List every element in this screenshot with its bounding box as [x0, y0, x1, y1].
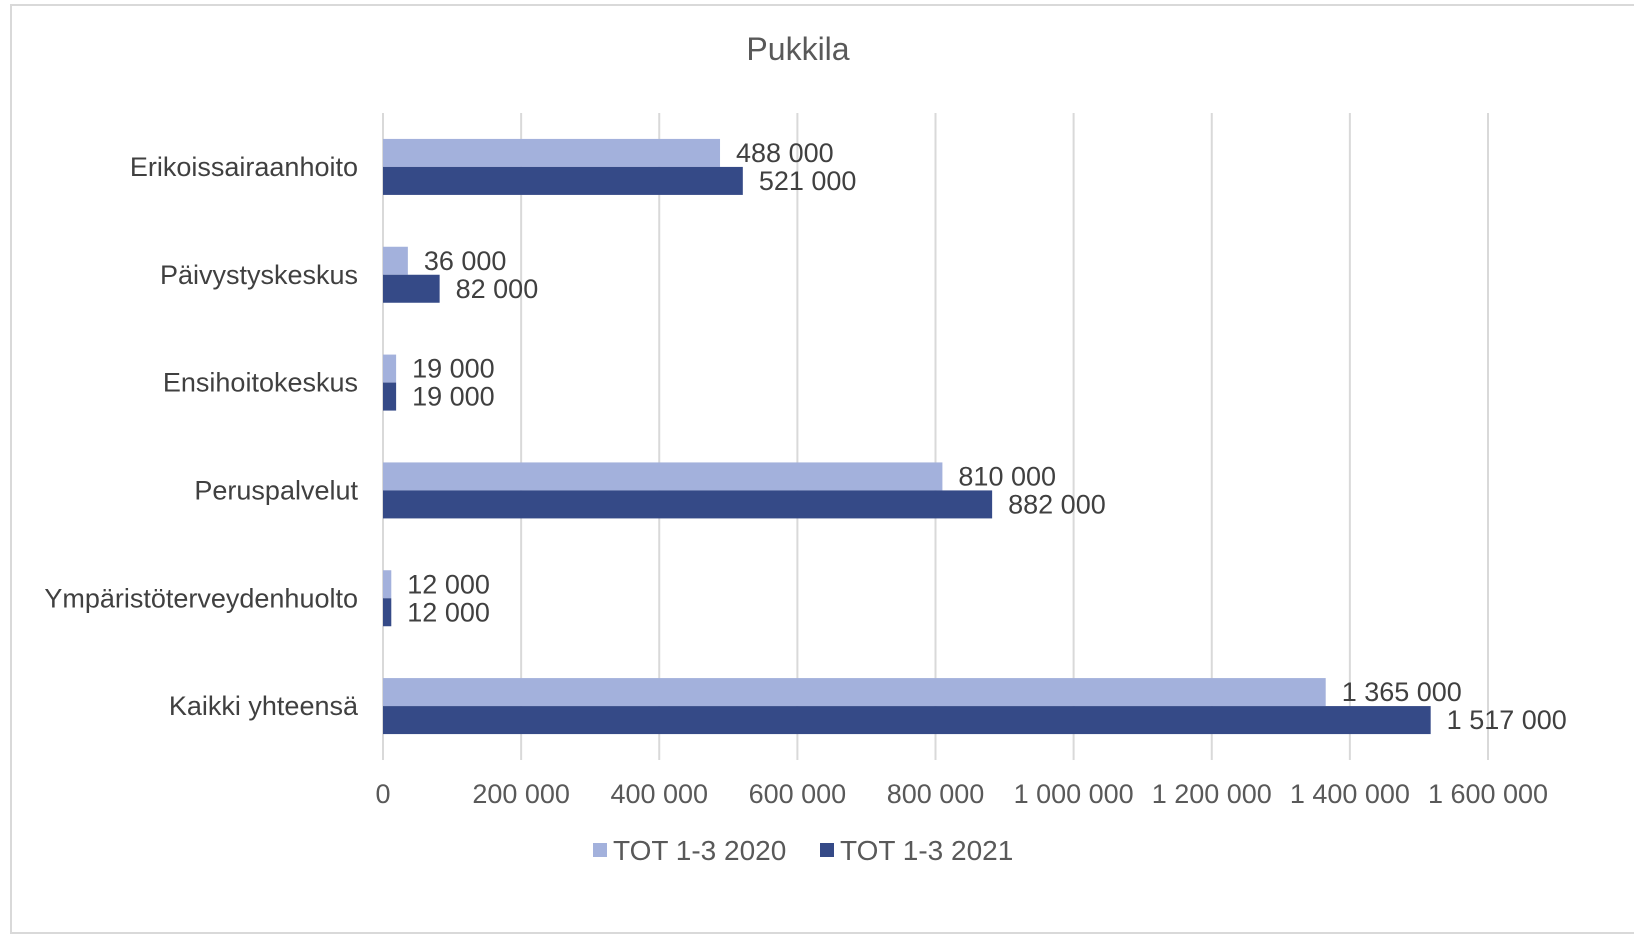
x-tick-label: 1 600 000	[1428, 779, 1548, 809]
bar	[383, 166, 743, 195]
category-labels: Erikoissairaanhoito Päivystyskeskus Ensiho…	[44, 152, 359, 721]
bar	[383, 138, 721, 167]
bar	[383, 678, 1326, 707]
legend-swatch	[820, 843, 834, 857]
chart-title: Pukkila	[746, 31, 849, 67]
x-tick-label: 1 400 000	[1290, 779, 1410, 809]
x-tick-label: 600 000	[749, 779, 847, 809]
category-label: Peruspalvelut	[194, 475, 358, 505]
data-label: 12 000	[407, 597, 490, 627]
data-label: 19 000	[412, 382, 495, 412]
category-label: Päivystyskeskus	[160, 260, 358, 290]
data-label: 882 000	[1008, 489, 1106, 519]
legend-swatch	[593, 843, 607, 857]
data-label: 1 517 000	[1447, 705, 1567, 735]
bar	[383, 462, 943, 491]
bar	[383, 382, 397, 411]
category-label: Ympäristöterveydenhuolto	[44, 583, 358, 613]
x-tick-label: 1 000 000	[1014, 779, 1134, 809]
data-label: 19 000	[412, 354, 495, 384]
data-label: 82 000	[456, 274, 539, 304]
x-tick-label: 400 000	[610, 779, 708, 809]
data-label: 488 000	[736, 138, 834, 168]
bar	[383, 598, 392, 627]
bar	[383, 246, 408, 275]
bar	[383, 354, 397, 383]
bar	[383, 274, 440, 303]
data-label: 36 000	[424, 246, 507, 276]
gridlines	[382, 113, 1489, 760]
data-label: 521 000	[759, 166, 857, 196]
category-label: Kaikki yhteensä	[169, 691, 359, 721]
bar	[383, 570, 392, 599]
data-label: 12 000	[407, 569, 490, 599]
bar	[383, 490, 993, 519]
category-label: Ensihoitokeskus	[163, 368, 358, 398]
bar	[383, 706, 1431, 735]
x-tick-label: 0	[375, 779, 390, 809]
legend: TOT 1-3 2020 TOT 1-3 2021	[593, 835, 1013, 866]
x-tick-label: 200 000	[472, 779, 570, 809]
x-tick-label: 1 200 000	[1152, 779, 1272, 809]
x-axis-tick-labels: 0 200 000 400 000 600 000 800 000 1 000 000 1 …	[375, 779, 1548, 809]
legend-entry: TOT 1-3 2021	[840, 835, 1013, 866]
legend-entry: TOT 1-3 2020	[613, 835, 786, 866]
bars	[383, 138, 1431, 735]
data-label: 810 000	[958, 461, 1056, 491]
x-tick-label: 800 000	[887, 779, 985, 809]
data-label: 1 365 000	[1342, 677, 1462, 707]
category-label: Erikoissairaanhoito	[130, 152, 358, 182]
